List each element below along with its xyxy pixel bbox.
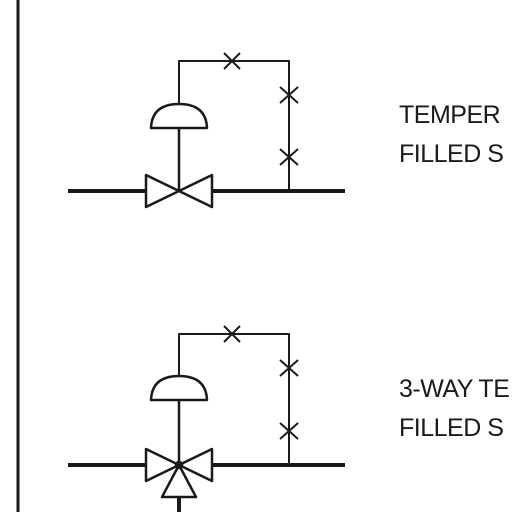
three-way-regulator-label-line-2: FILLED S: [399, 414, 504, 442]
capillary-x-marks: [223, 52, 299, 166]
diaphragm-actuator: [149, 102, 209, 130]
capillary-tube: [178, 333, 290, 465]
capillary-tube: [178, 60, 290, 191]
temperature-regulator-label-line-2: FILLED S: [399, 140, 504, 168]
three-way-regulator-label-line-1: 3-WAY TE: [399, 375, 510, 403]
three-way-temperature-regulator-symbol: [68, 325, 345, 512]
temperature-regulator-symbol: [68, 52, 345, 209]
temperature-regulator-label-line-1: TEMPER: [399, 101, 501, 129]
diaphragm-actuator: [149, 374, 209, 402]
capillary-x-marks: [223, 325, 299, 440]
